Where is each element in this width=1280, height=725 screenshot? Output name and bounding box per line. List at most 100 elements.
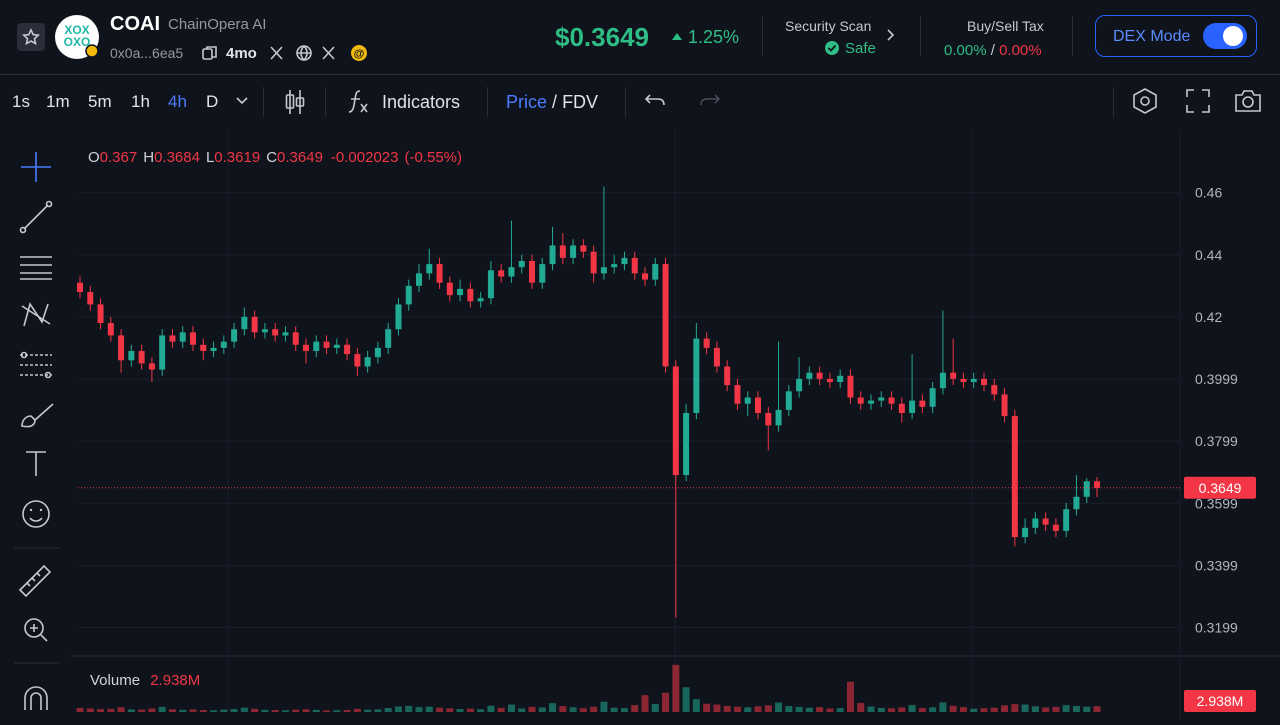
volume-bar <box>631 705 639 712</box>
volume-bar <box>405 705 413 712</box>
candle-body <box>775 409 782 426</box>
candle-body <box>826 378 833 382</box>
interval-option[interactable]: 1s <box>12 92 30 111</box>
fib-tool[interactable] <box>20 351 52 379</box>
candle-body <box>498 270 505 277</box>
volume-bar <box>662 692 670 712</box>
security-title[interactable]: Security Scan <box>785 18 872 34</box>
magnet-tool[interactable] <box>24 686 48 710</box>
settings-icon[interactable] <box>1131 87 1159 115</box>
legend-value: 0.3619 <box>214 149 261 166</box>
text-tool[interactable] <box>26 451 46 476</box>
parallel-lines-tool[interactable] <box>20 256 52 280</box>
dex-mode-toggle[interactable] <box>1203 23 1247 49</box>
volume-bar <box>1083 706 1091 712</box>
candle-body <box>631 257 638 274</box>
crosshair-tool[interactable] <box>21 152 51 182</box>
volume-bar <box>148 708 156 712</box>
candle-body <box>693 338 700 414</box>
candle-body <box>200 344 207 351</box>
volume-bar <box>990 707 998 712</box>
redo-icon[interactable] <box>697 91 721 111</box>
y-tick-label: 0.42 <box>1195 309 1222 325</box>
candle-body <box>487 270 494 299</box>
fdv-option[interactable]: FDV <box>562 92 599 112</box>
undo-icon[interactable] <box>644 91 668 111</box>
candle-body <box>148 363 155 370</box>
buy-tax: 0.00% <box>944 42 987 59</box>
candle-body <box>241 316 248 330</box>
interval-option[interactable]: 4h <box>168 92 187 111</box>
candle-body <box>77 282 83 293</box>
interval-option[interactable]: 5m <box>88 92 112 111</box>
interval-option[interactable]: 1m <box>46 92 70 111</box>
legend-value: 0.367 <box>99 149 138 166</box>
candle-body <box>138 350 145 364</box>
candle-body <box>1001 394 1008 417</box>
candle-body <box>97 304 104 324</box>
svg-text:XOX: XOX <box>64 23 89 37</box>
interval-option[interactable]: D <box>206 92 219 111</box>
candle-body <box>929 388 936 407</box>
fx-icon[interactable] <box>346 88 372 116</box>
interval-option[interactable]: 1h <box>131 92 150 111</box>
pattern-tool[interactable] <box>21 302 51 327</box>
volume-bar <box>620 708 628 712</box>
dex-mode-button[interactable]: DEX Mode <box>1095 15 1257 57</box>
y-tick-label: 0.3199 <box>1195 619 1238 635</box>
volume-bar <box>713 704 721 712</box>
volume-bar <box>220 709 228 712</box>
screenshot-icon[interactable] <box>1233 88 1263 114</box>
candle-body <box>970 378 977 382</box>
volume-bar <box>723 705 731 712</box>
fullscreen-icon[interactable] <box>1185 88 1211 114</box>
favorite-button[interactable] <box>17 23 45 51</box>
candle-body <box>333 344 340 348</box>
volume-bar <box>415 707 423 712</box>
candle-body <box>107 323 114 336</box>
interval-dropdown[interactable] <box>236 96 248 106</box>
price-option[interactable]: Price <box>506 92 548 112</box>
tax-values: 0.00% / 0.00% <box>944 42 1042 59</box>
volume-bar <box>1011 704 1019 712</box>
zoom-tool[interactable] <box>24 618 48 642</box>
candle-body <box>477 298 484 302</box>
volume-bar <box>816 707 824 712</box>
volume-tag-label: 2.938M <box>1197 693 1244 709</box>
volume-bar <box>744 707 752 712</box>
brush-tool[interactable] <box>21 403 54 428</box>
candle-body <box>960 378 967 382</box>
candle-body <box>344 344 351 355</box>
volume-bar <box>86 708 94 712</box>
volume-bar <box>898 707 906 712</box>
chart-type-icon[interactable] <box>283 88 307 116</box>
candle-body <box>1052 524 1059 531</box>
volume-bar <box>918 708 926 712</box>
candle-body <box>919 400 926 407</box>
volume-bar <box>733 706 741 712</box>
volume-bar <box>579 708 587 712</box>
candle-body <box>385 329 392 348</box>
candle-body <box>457 288 464 296</box>
trendline-tool[interactable] <box>19 200 53 234</box>
emoji-tool[interactable] <box>22 500 50 528</box>
indicators-button[interactable]: Indicators <box>382 92 461 112</box>
svg-text:OXO: OXO <box>64 35 91 49</box>
price-fdv-toggle[interactable]: Price / FDV <box>506 92 598 113</box>
candle-body <box>292 332 299 345</box>
toggle-knob <box>1223 26 1243 46</box>
volume-bar <box>559 706 567 712</box>
candle-body <box>600 267 607 274</box>
ruler-tool[interactable] <box>18 564 52 598</box>
candle-body <box>210 347 217 351</box>
volume-bar <box>1001 705 1009 712</box>
candle-body <box>878 397 885 401</box>
candle-body <box>806 372 813 379</box>
volume-bar <box>1021 704 1029 712</box>
volume-bar <box>168 709 176 712</box>
candle-body <box>868 400 874 404</box>
copy-icon[interactable] <box>201 44 219 62</box>
volume-bar <box>908 704 916 712</box>
